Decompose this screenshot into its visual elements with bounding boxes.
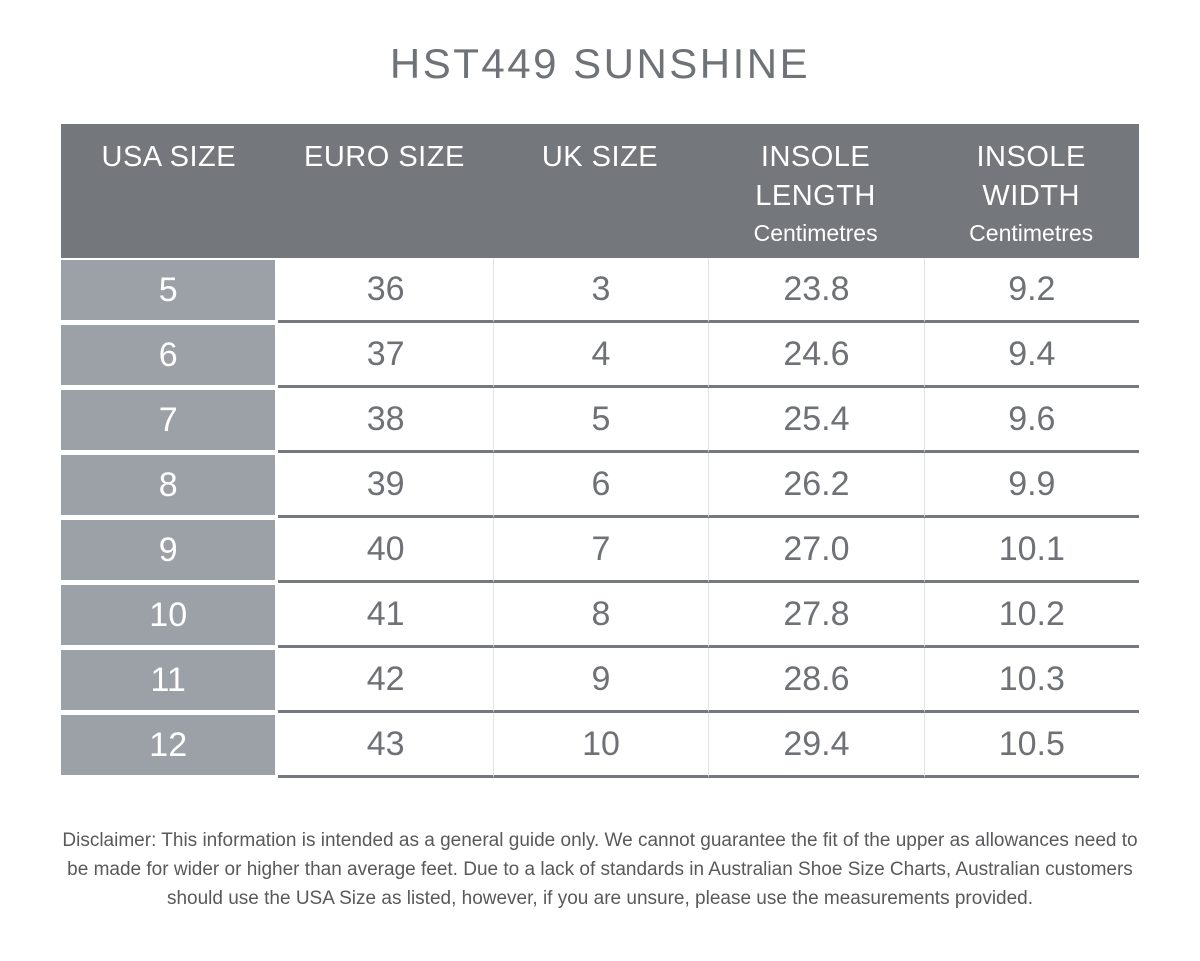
- cell-insole-length: 29.4: [708, 713, 924, 778]
- cell-insole-width: 9.6: [923, 388, 1140, 453]
- cell-insole-length: 28.6: [708, 648, 924, 713]
- column-header-insole-width: INSOLE WIDTH Centimetres: [923, 124, 1139, 258]
- cell-euro-size: 40: [278, 518, 493, 583]
- cell-euro-size: 37: [278, 323, 493, 388]
- table-row: 5 36 3 23.8 9.2: [61, 258, 1140, 323]
- cell-usa-size: 12: [61, 713, 279, 778]
- cell-uk-size: 10: [492, 713, 709, 778]
- column-header-sublabel: Centimetres: [753, 220, 878, 246]
- table-row: 9 40 7 27.0 10.1: [61, 518, 1140, 583]
- cell-insole-width: 9.9: [923, 453, 1140, 518]
- cell-insole-width: 9.2: [923, 258, 1140, 323]
- column-header-euro-size: EURO SIZE: [276, 124, 493, 258]
- cell-insole-length: 27.0: [708, 518, 924, 583]
- cell-uk-size: 7: [492, 518, 709, 583]
- table-row: 10 41 8 27.8 10.2: [61, 583, 1140, 648]
- cell-usa-size: 11: [61, 648, 279, 713]
- cell-insole-length: 26.2: [708, 453, 924, 518]
- cell-usa-size: 10: [61, 583, 279, 648]
- cell-usa-size: 9: [61, 518, 279, 583]
- column-header-insole-length: INSOLE LENGTH Centimetres: [707, 124, 924, 258]
- cell-insole-length: 24.6: [708, 323, 924, 388]
- cell-euro-size: 39: [278, 453, 493, 518]
- column-header-usa-size: USA SIZE: [61, 124, 277, 258]
- cell-insole-width: 10.2: [923, 583, 1140, 648]
- cell-euro-size: 38: [278, 388, 493, 453]
- size-chart-table: USA SIZE EURO SIZE UK SIZE INSOLE LENGTH…: [61, 124, 1140, 778]
- table-row: 8 39 6 26.2 9.9: [61, 453, 1140, 518]
- cell-usa-size: 7: [61, 388, 279, 453]
- cell-usa-size: 6: [61, 323, 279, 388]
- cell-uk-size: 4: [492, 323, 709, 388]
- cell-uk-size: 5: [492, 388, 709, 453]
- cell-usa-size: 5: [61, 258, 279, 323]
- table-row: 7 38 5 25.4 9.6: [61, 388, 1140, 453]
- cell-uk-size: 8: [492, 583, 709, 648]
- column-header-sublabel: Centimetres: [969, 220, 1094, 246]
- column-header-label: UK SIZE: [541, 141, 659, 173]
- column-header-label: EURO SIZE: [303, 141, 465, 173]
- page-title: HST449 SUNSHINE: [389, 40, 811, 87]
- cell-usa-size: 8: [61, 453, 279, 518]
- cell-insole-length: 27.8: [708, 583, 924, 648]
- cell-insole-width: 10.5: [923, 713, 1140, 778]
- cell-uk-size: 9: [492, 648, 709, 713]
- cell-euro-size: 36: [278, 258, 493, 323]
- column-header-uk-size: UK SIZE: [492, 124, 708, 258]
- cell-euro-size: 43: [278, 713, 493, 778]
- cell-insole-length: 23.8: [708, 258, 924, 323]
- cell-uk-size: 6: [492, 453, 709, 518]
- cell-insole-width: 10.1: [923, 518, 1140, 583]
- cell-euro-size: 42: [278, 648, 493, 713]
- cell-insole-width: 10.3: [923, 648, 1140, 713]
- column-header-label: USA SIZE: [101, 141, 237, 173]
- cell-uk-size: 3: [492, 258, 709, 323]
- table-row: 6 37 4 24.6 9.4: [61, 323, 1140, 388]
- column-header-label: INSOLE WIDTH: [976, 141, 1086, 212]
- cell-euro-size: 41: [278, 583, 493, 648]
- table-row: 11 42 9 28.6 10.3: [61, 648, 1140, 713]
- cell-insole-length: 25.4: [708, 388, 924, 453]
- disclaimer-text: Disclaimer: This information is intended…: [62, 830, 1138, 909]
- table-header-row: USA SIZE EURO SIZE UK SIZE INSOLE LENGTH…: [61, 124, 1139, 258]
- table-row: 12 43 10 29.4 10.5: [61, 713, 1140, 778]
- column-header-label: INSOLE LENGTH: [755, 141, 876, 212]
- cell-insole-width: 9.4: [923, 323, 1140, 388]
